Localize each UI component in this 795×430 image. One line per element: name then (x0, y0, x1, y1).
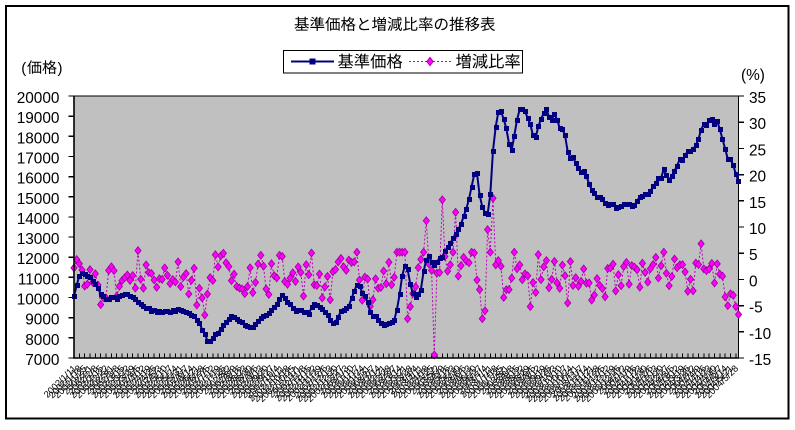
svg-text:-10: -10 (749, 326, 771, 343)
svg-text:-5: -5 (749, 300, 763, 317)
svg-text:16000: 16000 (17, 171, 60, 188)
svg-text:35: 35 (749, 90, 766, 107)
svg-text:9000: 9000 (25, 312, 59, 329)
svg-text:-15: -15 (749, 352, 771, 369)
svg-text:): ) (58, 60, 63, 77)
svg-text:30: 30 (749, 116, 766, 133)
svg-text:14000: 14000 (17, 211, 60, 228)
svg-text:12000: 12000 (17, 251, 60, 268)
svg-text:18000: 18000 (17, 130, 60, 147)
svg-text:17000: 17000 (17, 151, 60, 168)
svg-text:13000: 13000 (17, 231, 60, 248)
svg-text:10: 10 (749, 221, 766, 238)
svg-text:(: ( (21, 60, 26, 77)
svg-text:15000: 15000 (17, 191, 60, 208)
svg-text:15: 15 (749, 195, 766, 212)
svg-text:(%): (%) (741, 67, 765, 84)
svg-text:19000: 19000 (17, 110, 60, 127)
svg-text:11000: 11000 (18, 271, 60, 288)
svg-text:20: 20 (749, 169, 766, 186)
svg-text:8000: 8000 (25, 332, 59, 349)
svg-text:20000: 20000 (17, 90, 60, 107)
svg-text:5: 5 (749, 247, 758, 264)
svg-text:7000: 7000 (25, 352, 59, 369)
svg-text:10000: 10000 (17, 292, 60, 309)
svg-text:0: 0 (749, 273, 758, 290)
svg-text:25: 25 (749, 142, 766, 159)
